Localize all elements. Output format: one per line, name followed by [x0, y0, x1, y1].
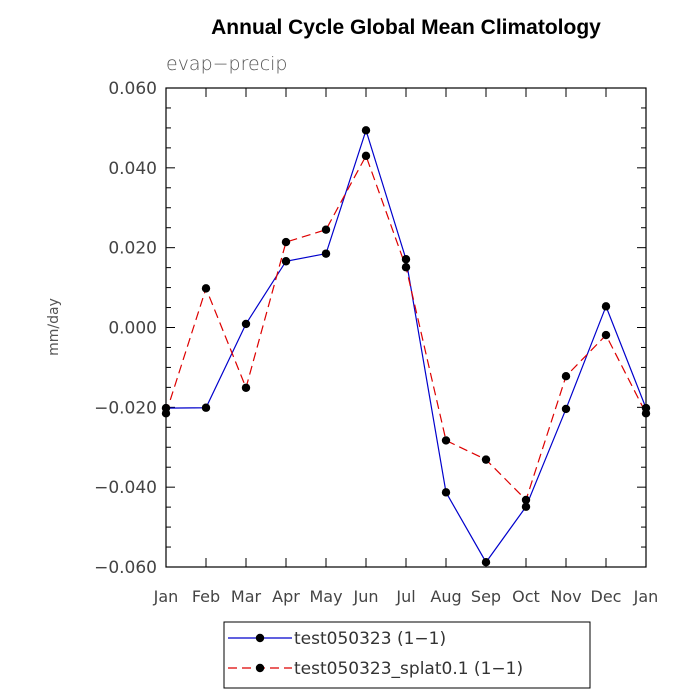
- series-1-point: [441, 488, 451, 497]
- x-tick-label: Oct: [512, 587, 540, 606]
- series-1-point: [241, 319, 251, 329]
- y-tick-label: −0.020: [94, 398, 157, 418]
- y-tick-label: 0.000: [108, 319, 157, 339]
- chart-subtitle: evap−precip: [166, 53, 288, 75]
- x-tick-label: Jun: [353, 587, 379, 606]
- y-tick-label: 0.060: [108, 79, 157, 99]
- series-2-point: [561, 371, 571, 381]
- legend: test050323 (1−1) test050323_splat0.1 (1−1…: [223, 621, 591, 689]
- x-tick-label: Aug: [430, 587, 461, 606]
- series-2-point: [641, 409, 651, 418]
- series-1-point: [361, 126, 371, 135]
- y-tick-label: −0.040: [94, 478, 157, 498]
- series-line-1: [165, 128, 647, 564]
- series-2-point: [361, 151, 371, 161]
- x-tick-label: Nov: [550, 587, 581, 606]
- series-1-point: [281, 257, 291, 266]
- x-tick-label: Feb: [192, 587, 220, 606]
- series-1-point: [561, 404, 571, 414]
- x-tick-label: Jan: [153, 587, 179, 606]
- y-tick-label: 0.040: [108, 159, 157, 179]
- legend-marker-2: [255, 663, 265, 673]
- plot-area: 0.060 0.040 0.020 0.000 −0.020 −0.040 −0.060 Ja…: [94, 79, 658, 606]
- chart-title: Annual Cycle Global Mean Climatology: [211, 16, 601, 39]
- series-2-point: [601, 330, 611, 340]
- series-2-point: [401, 263, 411, 272]
- plot-frame: [165, 87, 647, 568]
- series-2-point: [441, 436, 451, 445]
- legend-marker-1: [255, 633, 265, 643]
- series-2-point: [521, 495, 531, 505]
- y-tick-label: −0.060: [94, 558, 157, 578]
- series-line-2: [165, 154, 647, 502]
- series-1-point: [601, 302, 611, 311]
- legend-label-1: test050323 (1−1): [294, 629, 446, 649]
- legend-label-2: test050323_splat0.1 (1−1): [294, 659, 523, 679]
- x-tick-label: May: [309, 587, 342, 606]
- series-1-point: [201, 403, 211, 412]
- x-tick-label: Dec: [591, 587, 622, 606]
- y-tick-label: 0.020: [108, 239, 157, 259]
- legend-box: [223, 621, 591, 689]
- x-tick-label: Sep: [471, 587, 501, 606]
- series-2-point: [481, 455, 491, 464]
- series-1-point: [401, 255, 411, 264]
- x-tick-label: Mar: [231, 587, 262, 606]
- series-2-point: [161, 409, 171, 418]
- series-2-point: [241, 383, 251, 392]
- x-tick-label: Jan: [633, 587, 659, 606]
- x-tick-label: Apr: [272, 587, 300, 606]
- series-1-point: [481, 558, 491, 567]
- x-tick-label: Jul: [395, 587, 415, 606]
- series-2-point: [201, 284, 211, 293]
- series-1-point: [521, 502, 531, 511]
- series-2-point: [281, 237, 291, 247]
- y-axis-label: mm/day: [46, 298, 62, 356]
- series-1-point: [321, 249, 331, 258]
- series-2-point: [321, 225, 331, 234]
